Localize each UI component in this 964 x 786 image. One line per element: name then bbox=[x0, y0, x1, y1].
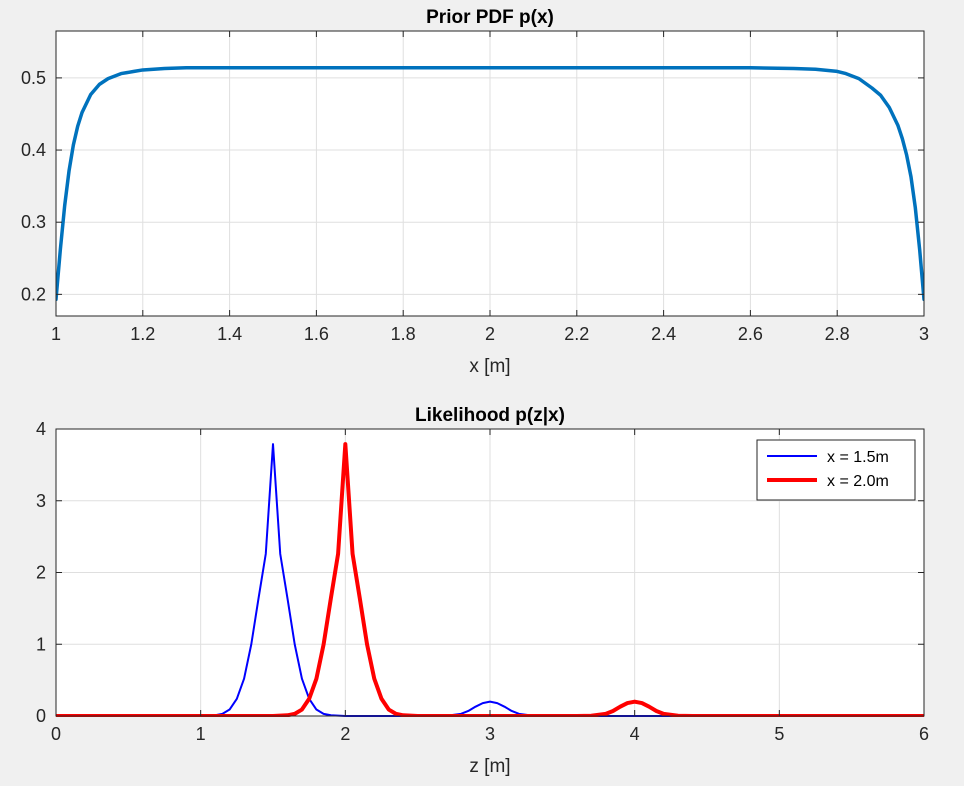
y-tick-label: 0.5 bbox=[21, 68, 46, 88]
x-tick-label: 5 bbox=[774, 724, 784, 744]
chart-title: Likelihood p(z|x) bbox=[415, 405, 565, 426]
x-tick-label: 1.4 bbox=[217, 324, 242, 344]
x-tick-label: 1 bbox=[196, 724, 206, 744]
series-line-1 bbox=[56, 442, 924, 717]
y-tick-label: 3 bbox=[36, 491, 46, 511]
x-tick-label: 4 bbox=[630, 724, 640, 744]
series-line-0 bbox=[56, 66, 924, 302]
y-tick-label: 1 bbox=[36, 634, 46, 654]
legend-label-1: x = 2.0m bbox=[827, 473, 889, 490]
y-tick-label: 4 bbox=[36, 419, 46, 439]
x-tick-label: 3 bbox=[485, 724, 495, 744]
y-tick-label: 0.4 bbox=[21, 140, 46, 160]
x-tick-label: 1 bbox=[51, 324, 61, 344]
chart-title: Prior PDF p(x) bbox=[426, 7, 554, 28]
legend: x = 1.5m x = 2.0m bbox=[756, 439, 916, 501]
series-line-0 bbox=[56, 443, 924, 717]
x-tick-label: 2 bbox=[340, 724, 350, 744]
axes-likelihood: 0 1 2 3 4 5 6 0 1 2 3 4 Likelihood p(z|x) z [m] x = 1.… bbox=[36, 405, 929, 777]
x-tick-label: 2.8 bbox=[825, 324, 850, 344]
x-tick-label: 2.4 bbox=[651, 324, 676, 344]
x-axis-label: x [m] bbox=[469, 356, 510, 377]
x-tick-label: 2.6 bbox=[738, 324, 763, 344]
legend-label-0: x = 1.5m bbox=[827, 449, 889, 466]
x-tick-label: 1.2 bbox=[130, 324, 155, 344]
legend-box bbox=[756, 439, 916, 501]
x-tick-label: 1.6 bbox=[304, 324, 329, 344]
x-axis-label: z [m] bbox=[469, 756, 510, 777]
x-tick-label: 2 bbox=[485, 324, 495, 344]
y-tick-label: 0 bbox=[36, 706, 46, 726]
x-tick-label: 1.8 bbox=[391, 324, 416, 344]
x-tick-label: 2.2 bbox=[564, 324, 589, 344]
y-tick-label: 0.3 bbox=[21, 212, 46, 232]
y-tick-label: 2 bbox=[36, 563, 46, 583]
x-tick-label: 3 bbox=[919, 324, 929, 344]
axes-prior-pdf: 1 1.2 1.4 1.6 1.8 2 2.2 2.4 2.6 2.8 3 0.2 0.3 0.4 0.5 P… bbox=[21, 7, 929, 377]
y-tick-label: 0.2 bbox=[21, 284, 46, 304]
x-tick-label: 0 bbox=[51, 724, 61, 744]
x-tick-label: 6 bbox=[919, 724, 929, 744]
